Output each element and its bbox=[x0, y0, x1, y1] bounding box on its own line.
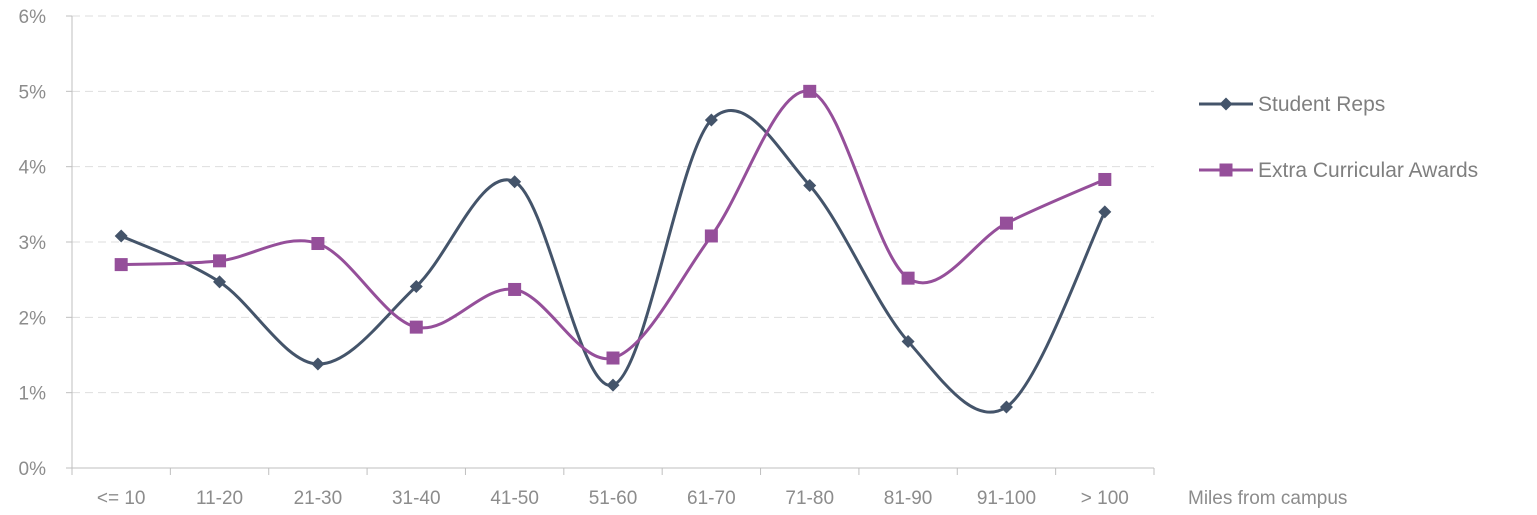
data-point-student-reps bbox=[508, 175, 522, 189]
data-point-student-reps bbox=[901, 334, 915, 348]
data-point-student-reps bbox=[704, 113, 718, 127]
y-tick-label: 3% bbox=[19, 233, 47, 254]
data-point-student-reps bbox=[409, 279, 423, 293]
x-tick-label: 11-20 bbox=[196, 488, 243, 509]
data-point-extra-curricular-awards bbox=[704, 229, 718, 243]
data-point-student-reps bbox=[213, 275, 227, 289]
data-point-extra-curricular-awards bbox=[213, 254, 227, 268]
data-point-extra-curricular-awards bbox=[901, 271, 915, 285]
legend-label-extra-curricular-awards: Extra Curricular Awards bbox=[1258, 159, 1478, 182]
y-tick-label: 1% bbox=[19, 384, 47, 405]
y-tick-label: 6% bbox=[19, 7, 47, 28]
x-tick-label: 21-30 bbox=[294, 488, 343, 509]
series-markers bbox=[114, 84, 1112, 414]
x-tick-label: > 100 bbox=[1081, 488, 1129, 509]
legend-label-student-reps: Student Reps bbox=[1258, 93, 1385, 116]
x-tick-label: 51-60 bbox=[589, 488, 638, 509]
axes bbox=[66, 15, 1155, 475]
data-point-extra-curricular-awards bbox=[311, 237, 325, 251]
data-point-extra-curricular-awards bbox=[409, 320, 423, 334]
data-point-student-reps bbox=[311, 357, 325, 371]
data-point-extra-curricular-awards bbox=[606, 351, 620, 365]
x-tick-label: 31-40 bbox=[392, 488, 441, 509]
legend-marker-student-reps bbox=[1219, 97, 1233, 111]
x-tick-label: 71-80 bbox=[785, 488, 834, 509]
data-point-extra-curricular-awards bbox=[1098, 172, 1112, 186]
axis-labels: 0% 1% 2% 3% 4% 5% 6% <= 10 11-20 21-30 31-40 41-50 5… bbox=[19, 7, 1348, 509]
x-axis-title: Miles from campus bbox=[1188, 488, 1347, 509]
data-point-extra-curricular-awards bbox=[114, 258, 128, 272]
x-tick-label: 81-90 bbox=[884, 488, 933, 509]
x-tick-label: 91-100 bbox=[977, 488, 1036, 509]
legend-marker-extra-curricular-awards bbox=[1219, 163, 1233, 177]
data-point-student-reps bbox=[114, 229, 128, 243]
x-tick-label: 61-70 bbox=[687, 488, 736, 509]
data-point-extra-curricular-awards bbox=[803, 84, 817, 98]
data-point-student-reps bbox=[1098, 205, 1112, 219]
data-point-student-reps bbox=[999, 400, 1013, 414]
gridlines bbox=[72, 15, 1154, 394]
data-point-extra-curricular-awards bbox=[999, 216, 1013, 230]
legend: Student Reps Extra Curricular Awards bbox=[1199, 93, 1478, 182]
series-line-extra-curricular-awards bbox=[119, 89, 1107, 361]
x-tick-label: 41-50 bbox=[490, 488, 539, 509]
y-tick-label: 2% bbox=[19, 308, 47, 329]
y-tick-label: 5% bbox=[19, 82, 47, 103]
y-tick-label: 0% bbox=[19, 459, 47, 480]
y-tick-label: 4% bbox=[19, 158, 47, 179]
data-point-student-reps bbox=[606, 378, 620, 392]
x-tick-label: <= 10 bbox=[97, 488, 146, 509]
data-point-student-reps bbox=[803, 179, 817, 192]
data-point-extra-curricular-awards bbox=[508, 282, 522, 296]
series-line-student-reps bbox=[119, 109, 1107, 414]
